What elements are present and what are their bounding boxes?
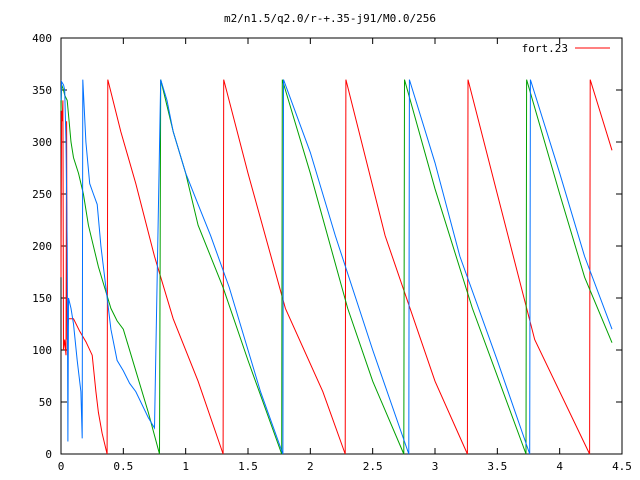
y-tick-label: 200	[32, 240, 52, 253]
y-tick-label: 0	[45, 448, 52, 461]
x-tick-label: 0	[58, 460, 65, 473]
x-tick-label: 1	[182, 460, 189, 473]
x-tick-label: 4.5	[612, 460, 632, 473]
chart-title: m2/n1.5/q2.0/r-+.35-j91/M0.0/256	[224, 12, 436, 25]
y-tick-label: 350	[32, 84, 52, 97]
x-tick-label: 2	[307, 460, 314, 473]
x-tick-label: 0.5	[113, 460, 133, 473]
legend: fort.23	[522, 42, 610, 55]
x-tick-label: 4	[556, 460, 563, 473]
series-line-2	[60, 79, 613, 455]
y-tick-label: 250	[32, 188, 52, 201]
y-tick-label: 300	[32, 136, 52, 149]
series-layer	[60, 79, 613, 455]
x-axis: 0 0.5 1 1.5 2 2.5 3 3.5 4 4.5	[58, 38, 632, 473]
x-tick-label: 3	[432, 460, 439, 473]
x-tick-label: 1.5	[238, 460, 258, 473]
plot-frame	[60, 37, 623, 455]
x-tick-label: 2.5	[363, 460, 383, 473]
y-tick-label: 100	[32, 344, 52, 357]
y-tick-label: 50	[39, 396, 52, 409]
y-axis: 0 50 100 150 200 250 300 350 400	[32, 32, 622, 461]
y-tick-label: 150	[32, 292, 52, 305]
x-tick-label: 3.5	[487, 460, 507, 473]
series-line-0	[60, 79, 613, 455]
y-tick-label: 400	[32, 32, 52, 45]
legend-label: fort.23	[522, 42, 568, 55]
